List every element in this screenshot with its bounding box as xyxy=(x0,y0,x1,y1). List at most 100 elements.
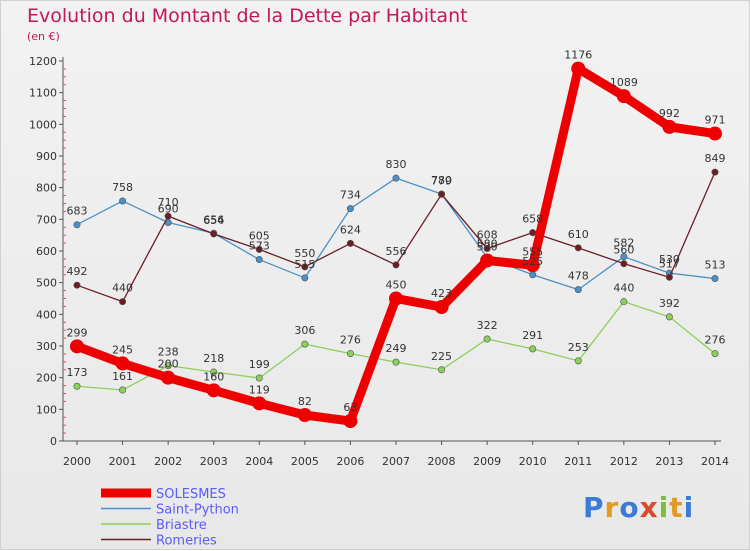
data-label: 582 xyxy=(613,237,634,250)
data-label: 515 xyxy=(294,258,315,271)
data-point xyxy=(255,245,263,253)
data-point xyxy=(711,275,719,283)
data-label: 238 xyxy=(158,346,179,359)
data-label: 758 xyxy=(112,181,133,194)
data-label: 654 xyxy=(203,214,224,227)
data-point xyxy=(574,357,582,365)
logo-letter: i xyxy=(683,491,695,524)
logo-letter: P xyxy=(583,491,605,524)
x-tick-label: 2010 xyxy=(519,455,547,468)
data-point xyxy=(392,174,400,182)
data-label: 513 xyxy=(704,259,725,272)
data-label: 63 xyxy=(343,401,357,414)
x-tick-label: 2006 xyxy=(336,455,364,468)
data-point xyxy=(707,126,722,141)
data-point xyxy=(119,386,127,394)
logo-letter: x xyxy=(639,491,659,524)
data-label: 525 xyxy=(522,255,543,268)
data-label: 199 xyxy=(249,358,270,371)
data-label: 608 xyxy=(477,228,498,241)
data-point xyxy=(164,212,172,220)
data-label: 1089 xyxy=(610,76,638,89)
x-tick-label: 2009 xyxy=(473,455,501,468)
data-point xyxy=(210,368,218,376)
data-point xyxy=(525,258,540,273)
data-label: 450 xyxy=(385,279,406,292)
y-tick-label: 100 xyxy=(36,403,57,416)
data-label: 322 xyxy=(477,319,498,332)
data-label: 306 xyxy=(294,324,315,337)
data-point xyxy=(73,382,81,390)
x-tick-label: 2012 xyxy=(610,455,638,468)
data-label: 830 xyxy=(385,158,406,171)
data-point xyxy=(711,350,719,358)
data-label: 580 xyxy=(477,237,498,250)
data-point xyxy=(119,197,127,205)
data-label: 225 xyxy=(431,350,452,363)
data-label: 249 xyxy=(385,342,406,355)
data-label: 610 xyxy=(568,228,589,241)
data-point xyxy=(206,383,221,398)
data-label: 478 xyxy=(568,270,589,283)
data-label: 253 xyxy=(568,341,589,354)
data-point xyxy=(73,221,81,229)
logo-letter: r xyxy=(604,491,620,524)
logo-letter: i xyxy=(658,491,670,524)
data-point xyxy=(252,396,267,411)
data-label: 605 xyxy=(249,229,270,242)
data-label: 849 xyxy=(704,152,725,165)
data-point xyxy=(346,239,354,247)
data-label: 573 xyxy=(249,240,270,253)
data-label: 683 xyxy=(67,205,88,218)
data-label: 82 xyxy=(298,395,312,408)
x-tick-label: 2004 xyxy=(245,455,273,468)
data-point xyxy=(346,205,354,213)
data-label: 119 xyxy=(249,383,270,396)
x-tick-label: 2008 xyxy=(428,455,456,468)
data-point xyxy=(164,362,172,370)
y-tick-label: 500 xyxy=(36,277,57,290)
data-label: 530 xyxy=(659,253,680,266)
logo-letter: t xyxy=(669,491,684,524)
data-point xyxy=(483,335,491,343)
data-label: 218 xyxy=(203,352,224,365)
data-point xyxy=(301,263,309,271)
data-point xyxy=(392,358,400,366)
data-label: 780 xyxy=(431,174,452,187)
legend-entry: Saint-Python xyxy=(156,503,239,518)
x-tick-label: 2007 xyxy=(382,455,410,468)
data-label: 570 xyxy=(477,241,498,254)
y-tick-label: 600 xyxy=(36,245,57,258)
x-tick-label: 2003 xyxy=(200,455,228,468)
data-point xyxy=(529,345,537,353)
data-point xyxy=(346,350,354,358)
data-label: 656 xyxy=(203,213,224,226)
data-point xyxy=(438,190,446,198)
data-point xyxy=(301,340,309,348)
data-label: 555 xyxy=(522,245,543,258)
data-point xyxy=(255,256,263,264)
data-point xyxy=(483,244,491,252)
data-label: 971 xyxy=(704,114,725,127)
series-line-saint-python xyxy=(76,177,716,291)
x-tick-label: 2014 xyxy=(701,455,729,468)
data-point xyxy=(73,281,81,289)
data-point xyxy=(665,273,673,281)
data-point xyxy=(438,366,446,374)
data-label: 173 xyxy=(67,366,88,379)
data-label: 392 xyxy=(659,297,680,310)
x-tick-label: 2000 xyxy=(63,455,91,468)
data-point xyxy=(434,300,449,315)
y-tick-label: 200 xyxy=(36,372,57,385)
x-tick-label: 2001 xyxy=(109,455,137,468)
data-point xyxy=(662,119,677,134)
data-label: 161 xyxy=(112,370,133,383)
data-point xyxy=(529,271,537,279)
data-label: 517 xyxy=(659,257,680,270)
y-tick-label: 1100 xyxy=(29,87,57,100)
data-label: 710 xyxy=(158,196,179,209)
data-label: 492 xyxy=(67,265,88,278)
data-point xyxy=(255,374,263,382)
data-point xyxy=(343,414,358,429)
